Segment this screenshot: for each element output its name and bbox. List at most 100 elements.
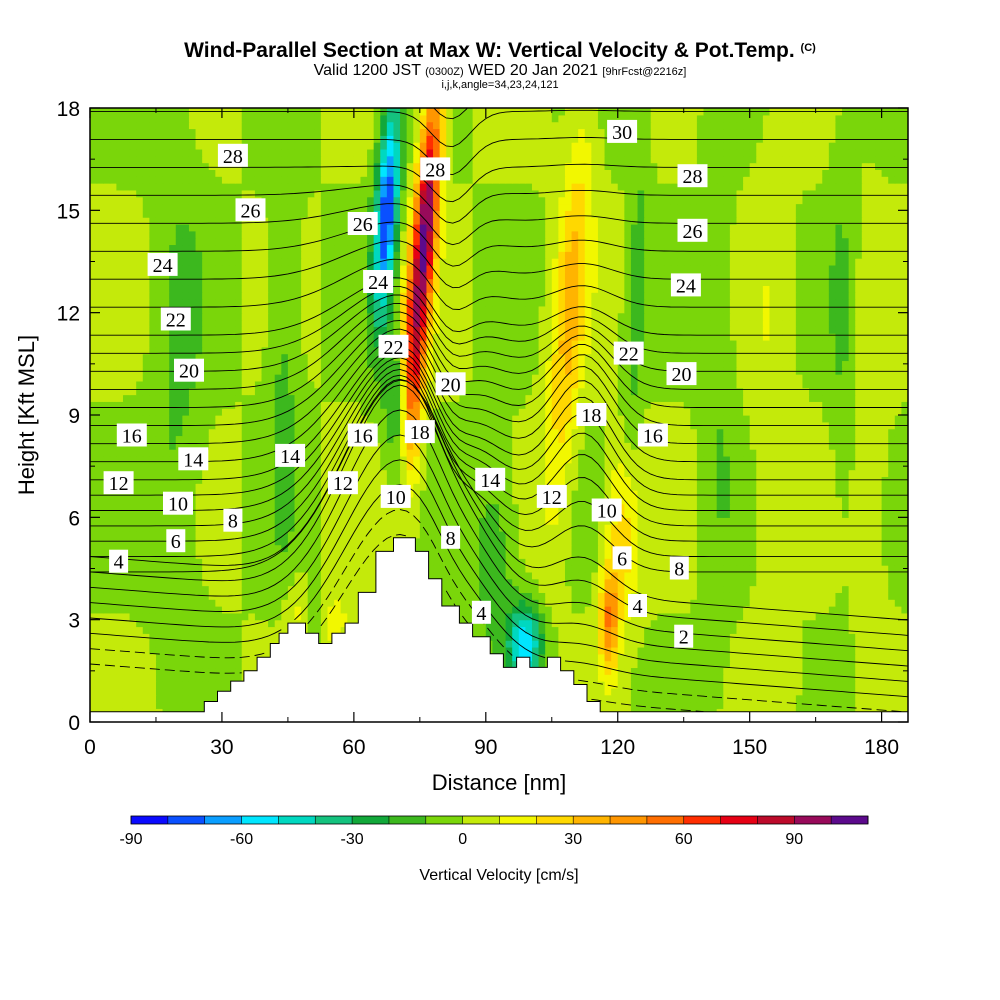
velocity-cell [499,490,507,498]
velocity-cell [762,558,771,566]
velocity-cell [828,660,837,669]
velocity-cell [611,646,619,655]
velocity-cell [637,565,645,573]
velocity-cell [749,496,757,505]
velocity-cell [149,496,157,505]
velocity-cell [663,687,672,696]
velocity-cell [749,455,757,464]
velocity-cell [756,633,764,641]
velocity-cell [188,524,197,532]
velocity-cell [373,530,381,539]
velocity-cell [129,640,137,648]
velocity-cell [512,462,520,471]
velocity-cell [604,694,612,703]
velocity-cell [116,544,124,553]
velocity-cell [525,565,533,573]
velocity-cell [169,694,177,703]
velocity-cell [683,619,691,628]
velocity-cell [894,496,903,505]
velocity-cell [182,681,190,689]
velocity-cell [710,455,718,464]
velocity-cell [888,599,896,607]
velocity-cell [301,558,309,566]
velocity-cell [868,455,876,464]
velocity-cell [564,510,573,518]
velocity-cell [320,571,329,580]
velocity-cell [696,517,705,525]
velocity-cell [795,571,804,580]
velocity-cell [142,612,150,621]
velocity-cell [446,503,454,512]
velocity-cell [109,524,117,532]
velocity-cell [716,551,724,559]
velocity-cell [584,544,592,553]
velocity-cell [353,449,362,457]
velocity-cell [597,490,606,498]
velocity-cell [320,633,329,641]
velocity-cell [90,592,98,600]
velocity-cell [611,578,619,587]
velocity-cell [162,681,170,689]
velocity-cell [248,469,256,477]
velocity-cell [103,653,111,662]
velocity-cell [320,530,329,539]
velocity-cell [611,524,619,532]
velocity-cell [518,619,526,628]
velocity-cell [564,476,573,484]
velocity-cell [657,619,665,628]
velocity-cell [320,517,329,525]
velocity-cell [703,592,711,600]
velocity-cell [584,646,592,655]
velocity-cell [650,490,658,498]
velocity-cell [828,524,837,532]
velocity-cell [663,667,672,675]
velocity-cell [842,551,850,559]
velocity-cell [591,646,599,655]
velocity-cell [551,626,559,634]
velocity-cell [307,469,315,477]
velocity-cell [690,565,698,573]
velocity-cell [782,701,790,709]
velocity-cell [881,694,889,703]
velocity-cell [776,503,784,512]
velocity-cell [479,496,487,505]
velocity-cell [103,503,111,512]
velocity-cell [624,449,632,457]
velocity-cell [670,606,678,614]
velocity-cell [327,571,335,580]
velocity-cell [875,701,883,709]
velocity-cell [122,449,131,457]
velocity-cell [525,462,533,471]
velocity-cell [822,646,830,655]
velocity-cell [505,496,513,505]
velocity-cell [848,490,856,498]
velocity-cell [129,551,137,559]
velocity-cell [505,653,513,662]
velocity-cell [268,496,276,505]
velocity-cell [466,571,474,580]
velocity-cell [426,476,434,484]
velocity-cell [479,551,487,559]
velocity-cell [756,544,764,553]
velocity-cell [802,483,810,491]
velocity-cell [743,578,751,587]
velocity-cell [155,571,164,580]
velocity-cell [241,449,249,457]
velocity-cell [888,606,896,614]
velocity-cell [347,558,355,566]
velocity-cell [116,694,124,703]
velocity-cell [809,640,817,648]
velocity-cell [683,455,691,464]
velocity-cell [894,503,903,512]
velocity-cell [512,578,520,587]
velocity-cell [307,537,315,546]
velocity-cell [815,490,823,498]
velocity-cell [531,606,540,614]
velocity-cell [894,694,903,703]
velocity-cell [149,551,157,559]
velocity-cell [822,551,830,559]
velocity-cell [202,687,210,696]
velocity-cell [393,469,401,477]
velocity-cell [122,681,131,689]
velocity-cell [683,585,691,593]
